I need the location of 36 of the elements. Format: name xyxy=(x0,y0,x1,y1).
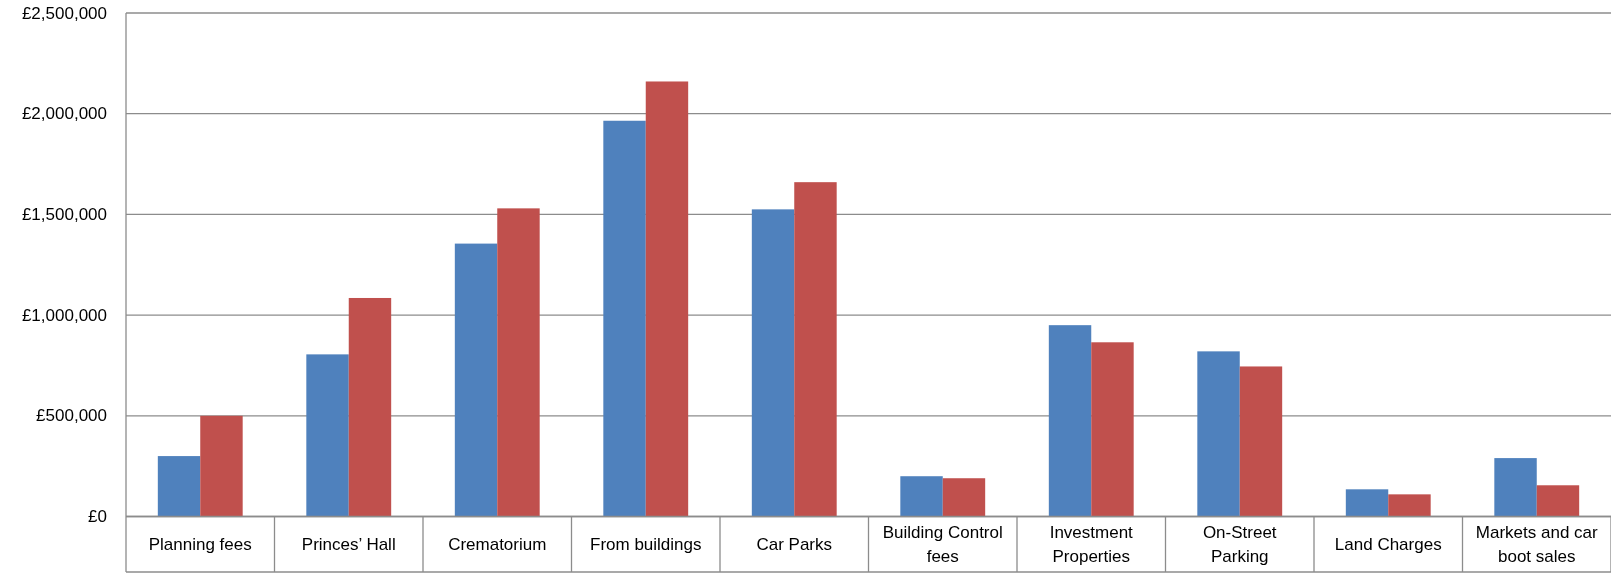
bar xyxy=(306,354,349,517)
x-tick-label: Crematorium xyxy=(448,534,547,554)
y-tick-label: £1,500,000 xyxy=(21,204,107,224)
bar xyxy=(1197,351,1240,517)
x-tick-label: Princes’ Hall xyxy=(301,534,396,554)
bar xyxy=(200,415,243,517)
y-tick-label: £0 xyxy=(88,507,107,526)
y-tick-label: £2,000,000 xyxy=(21,104,107,124)
x-tick-label: From buildings xyxy=(590,534,702,554)
x-tick-label: Car Parks xyxy=(756,534,833,554)
y-tick-label: £2,500,000 xyxy=(21,3,107,23)
bar xyxy=(645,81,689,517)
bar xyxy=(497,208,540,517)
bar xyxy=(751,209,795,517)
bar xyxy=(1345,489,1389,517)
bar xyxy=(1536,485,1580,517)
bar xyxy=(454,243,498,517)
bar xyxy=(1239,366,1283,517)
bar xyxy=(157,456,201,517)
bar xyxy=(1388,494,1431,517)
x-tick-label: Markets and car boot sales xyxy=(1475,522,1599,566)
x-tick-label: On-Street Parking xyxy=(1202,522,1277,566)
y-tick-label: £500,000 xyxy=(36,406,107,426)
bar xyxy=(1048,325,1092,517)
x-tick-label: Planning fees xyxy=(148,534,252,554)
bar xyxy=(1091,342,1134,517)
x-tick-label: Land Charges xyxy=(1334,534,1442,554)
bar xyxy=(794,182,837,517)
bar xyxy=(603,120,646,517)
bar xyxy=(942,478,986,517)
bar xyxy=(900,476,943,517)
x-tick-label: Investment Properties xyxy=(1049,522,1134,566)
x-tick-label: Building Control fees xyxy=(882,522,1003,566)
bar xyxy=(1494,458,1537,517)
y-tick-label: £1,000,000 xyxy=(21,305,107,325)
bar xyxy=(348,297,392,517)
